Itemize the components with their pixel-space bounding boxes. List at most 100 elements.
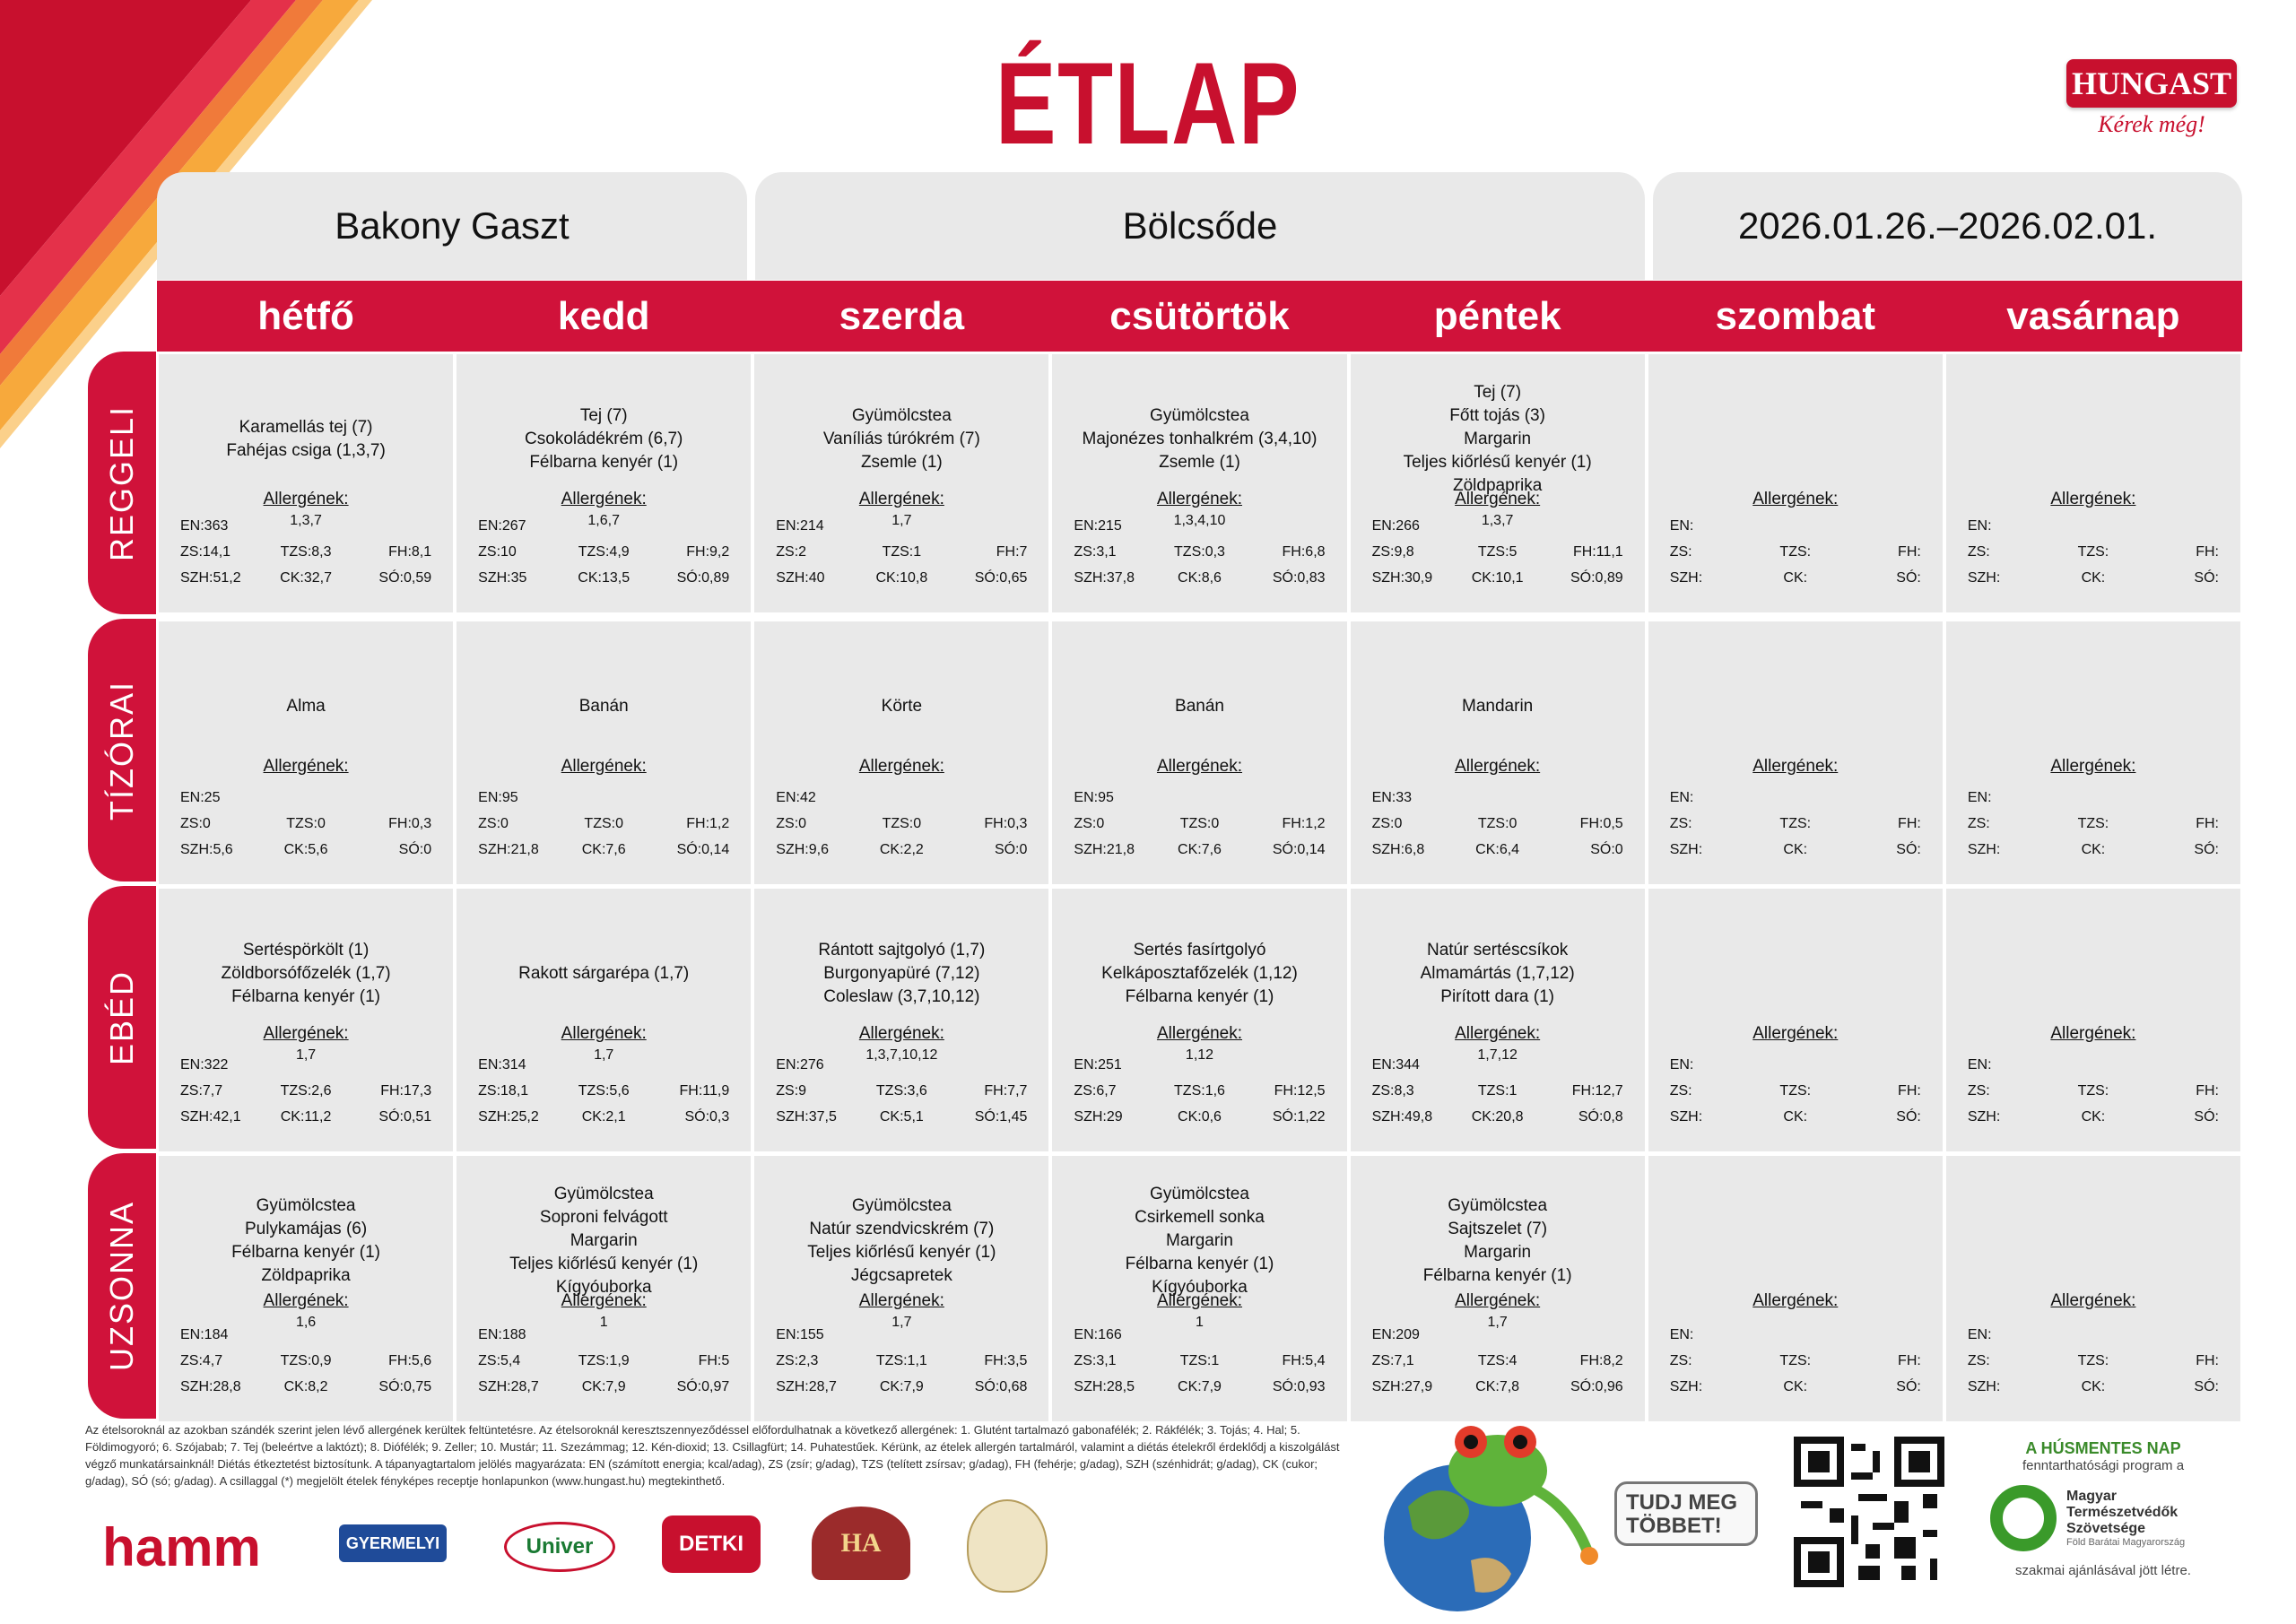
- nutrition-sat-fat: TZS:0: [1179, 816, 1220, 831]
- menu-cell: Rántott sajtgolyó (1,7) Burgonyapüré (7,1…: [754, 889, 1049, 1151]
- nutrition-energy: EN:: [1669, 518, 1694, 534]
- nutrition-energy: EN:166: [1074, 1327, 1122, 1342]
- allergen-block: Allergének:: [457, 756, 751, 777]
- nutrition-sat-fat: TZS:1,1: [875, 1353, 927, 1368]
- allergen-block: Allergének:: [1648, 1290, 1943, 1312]
- nutrition-row: ZS:0 TZS:0 FH:0,3: [776, 811, 1027, 837]
- nutrition-carbs: SZH:: [1967, 1379, 2001, 1394]
- allergen-label: Allergének:: [858, 490, 944, 508]
- nutrition-energy: EN:: [1669, 1327, 1694, 1342]
- nutrition-salt: SÓ:0,3: [684, 1109, 730, 1125]
- meal-items: Alma: [159, 695, 453, 718]
- nutrition-carbs: SZH:28,5: [1074, 1379, 1135, 1394]
- nutrition-protein: FH:0,3: [984, 816, 1028, 831]
- nutrition-carbs: SZH:: [1669, 1379, 1703, 1394]
- allergen-block: Allergének: 1,3,7: [159, 489, 453, 532]
- nutrition: EN: ZS: TZS: FH: SZH: CK: SÓ:: [1670, 1052, 1921, 1130]
- allergen-label: Allergének:: [561, 1291, 647, 1310]
- nutrition-carbs: SZH:: [1669, 842, 1703, 857]
- nutrition-row: SZH:21,8 CK:7,6 SÓ:0,14: [478, 837, 729, 863]
- meal-item: Gyümölcstea: [851, 1196, 952, 1215]
- nutrition-row: ZS:3,1 TZS:0,3 FH:6,8: [1074, 539, 1325, 565]
- nutrition-sugar: CK:11,2: [280, 1109, 332, 1125]
- nutrition-fat: ZS:: [1967, 544, 1990, 560]
- nutrition-fat: ZS:6,7: [1074, 1083, 1117, 1099]
- nutrition-row: SZH:51,2 CK:32,7 SÓ:0,59: [180, 565, 431, 591]
- nutrition-sugar: CK:: [2081, 842, 2106, 857]
- nutrition-energy: EN:: [1967, 790, 1992, 805]
- nutrition-salt: SÓ:0,75: [378, 1379, 432, 1394]
- org-name: Magyar Természetvédők Szövetsége: [2066, 1489, 2179, 1536]
- nutrition-row: SZH:29 CK:0,6 SÓ:1,22: [1074, 1104, 1325, 1130]
- nutrition-row: SZH: CK: SÓ:: [1670, 1104, 1921, 1130]
- nutrition-energy: EN:363: [180, 518, 229, 534]
- nutrition-carbs: SZH:: [1669, 570, 1703, 586]
- nutrition-sat-fat: TZS:0,9: [280, 1353, 332, 1368]
- menu-cell: Mandarin Allergének: EN:33 ZS:0 TZS:0 FH:0,5 S…: [1350, 621, 1645, 884]
- meal-label-reggeli: REGGELI: [88, 352, 156, 614]
- nutrition-protein: FH:: [1898, 544, 1921, 560]
- nutrition-protein: FH:1,2: [1282, 816, 1326, 831]
- meal-items: Banán: [457, 695, 751, 718]
- meal-item: Burgonyapüré (7,12): [823, 964, 980, 983]
- nutrition-salt: SÓ:0,83: [1272, 570, 1326, 586]
- meal-item: Karamellás tej (7): [239, 418, 373, 437]
- allergen-values: 1,6: [295, 1315, 317, 1330]
- nutrition: EN:42 ZS:0 TZS:0 FH:0,3 SZH:9,6 CK:2,2 SÓ:0: [776, 785, 1027, 863]
- meal-item: Kelkáposztafőzelék (1,12): [1101, 964, 1298, 983]
- menu-cell: Allergének: EN: ZS: TZS: FH: SZH: CK: SÓ:: [1648, 354, 1943, 612]
- nutrition-carbs: SZH:: [1967, 842, 2001, 857]
- nutrition-sugar: CK:8,6: [1178, 570, 1222, 586]
- meal-item: Pirított dara (1): [1440, 987, 1554, 1006]
- nutrition-sat-fat: TZS:: [1779, 544, 1812, 560]
- meal-item: Rántott sajtgolyó (1,7): [818, 941, 986, 960]
- nutrition-row: ZS:18,1 TZS:5,6 FH:11,9: [478, 1078, 729, 1104]
- nutrition-fat: ZS:7,1: [1371, 1353, 1414, 1368]
- nutrition-salt: SÓ:0,97: [676, 1379, 730, 1394]
- qr-code[interactable]: [1794, 1437, 1944, 1587]
- nutrition-salt: SÓ:0,68: [974, 1379, 1028, 1394]
- menu-cell: Gyümölcstea Sajtszelet (7) Margarin Félbarn…: [1350, 1156, 1645, 1421]
- allergen-label: Allergének:: [1156, 757, 1243, 776]
- meal-name: REGGELI: [103, 404, 140, 561]
- allergen-values: 1: [1196, 1315, 1204, 1330]
- nutrition-energy: EN:: [1967, 1057, 1992, 1073]
- ha-logo: HA: [812, 1507, 910, 1580]
- menu-cell: Allergének: EN: ZS: TZS: FH: SZH: CK: SÓ:: [1945, 889, 2240, 1151]
- nutrition-sat-fat: TZS:1: [882, 544, 922, 560]
- nutrition-row: ZS: TZS: FH:: [1670, 811, 1921, 837]
- allergen-label: Allergének:: [1156, 1291, 1243, 1310]
- nutrition-salt: SÓ:: [2194, 842, 2219, 857]
- nutrition-row: SZH:25,2 CK:2,1 SÓ:0,3: [478, 1104, 729, 1130]
- nutrition-carbs: SZH:21,8: [478, 842, 539, 857]
- husmentes-bottom: szakmai ajánlásával jött létre.: [2015, 1563, 2191, 1578]
- learn-more-button[interactable]: TUDJ MEG TÖBBET!: [1614, 1481, 1758, 1546]
- nutrition-carbs: SZH:: [1967, 1109, 2001, 1125]
- nutrition-carbs: SZH:28,7: [776, 1379, 837, 1394]
- nutrition-row: SZH:37,5 CK:5,1 SÓ:1,45: [776, 1104, 1027, 1130]
- menu-cell: Banán Allergének: EN:95 ZS:0 TZS:0 FH:1,2 SZH:…: [1052, 621, 1347, 884]
- nutrition-carbs: SZH:25,2: [478, 1109, 539, 1125]
- nutrition-salt: SÓ:0,8: [1578, 1109, 1623, 1125]
- allergen-block: Allergének: 1,6,7: [457, 489, 751, 532]
- nutrition-sat-fat: TZS:0: [1477, 816, 1518, 831]
- menu-cell: Tej (7) Csokoládékrém (6,7) Félbarna kenyé…: [457, 354, 752, 612]
- allergen-block: Allergének: 1: [457, 1290, 751, 1333]
- nutrition-sat-fat: TZS:0,3: [1174, 544, 1225, 560]
- meal-item: Kígyóuborka: [1152, 1278, 1248, 1297]
- nutrition-protein: FH:: [2196, 544, 2219, 560]
- day-header: vasárnap: [2006, 294, 2180, 338]
- nutrition-sugar: CK:7,9: [1178, 1379, 1222, 1394]
- meal-name: TÍZÓRAI: [103, 680, 140, 821]
- nutrition-energy: EN:: [1967, 518, 1992, 534]
- nutrition-salt: SÓ:: [1896, 842, 1921, 857]
- allergen-block: Allergének:: [1052, 756, 1346, 777]
- allergen-label: Allergének:: [561, 757, 647, 776]
- nutrition: EN:344 ZS:8,3 TZS:1 FH:12,7 SZH:49,8 CK:20,8 S…: [1372, 1052, 1623, 1130]
- meal-item: Pulykamájas (6): [244, 1220, 368, 1238]
- nutrition-protein: FH:7,7: [984, 1083, 1028, 1099]
- nutrition-sat-fat: TZS:: [2077, 1083, 2109, 1099]
- nutrition-sat-fat: TZS:: [2077, 544, 2109, 560]
- allergen-label: Allergének:: [1752, 490, 1839, 508]
- meal-item: Gyümölcstea: [1448, 1196, 1548, 1215]
